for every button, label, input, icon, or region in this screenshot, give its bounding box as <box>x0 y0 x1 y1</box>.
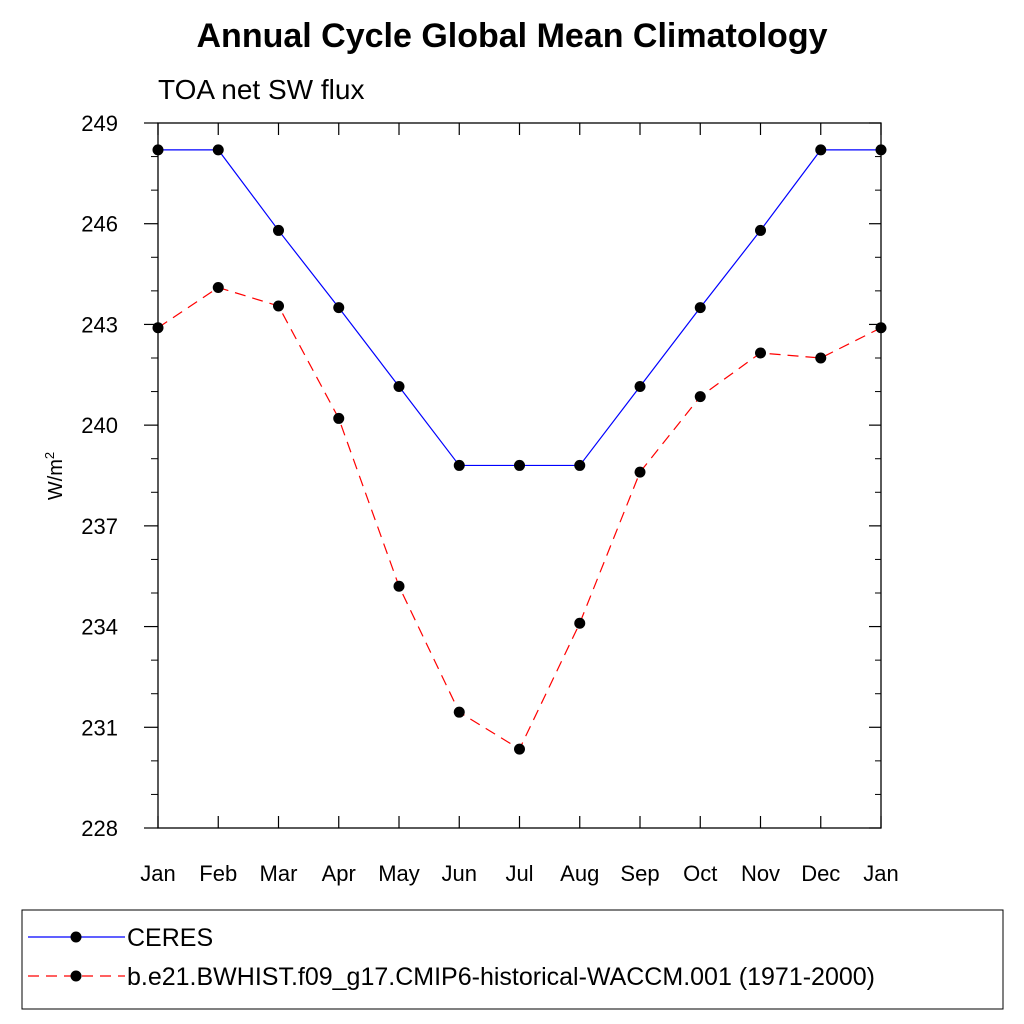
series-1-point <box>755 347 766 359</box>
series-1-point <box>634 466 646 478</box>
x-tick-label: Aug <box>560 861 599 886</box>
y-tick-label: 249 <box>81 111 118 136</box>
chart-title: Annual Cycle Global Mean Climatology <box>197 17 828 55</box>
series-1-point <box>273 300 284 312</box>
series-0-point <box>152 144 164 156</box>
series-1-point <box>393 580 405 592</box>
series-0-point <box>634 381 646 393</box>
plot-area <box>144 122 887 829</box>
y-axis-label: W/m2 <box>42 452 67 500</box>
series-line-1 <box>157 286 882 750</box>
y-tick-label: 240 <box>81 413 118 438</box>
series-0-point <box>393 381 405 393</box>
x-tick-label: Jan <box>140 861 175 886</box>
legend-marker-1 <box>70 970 82 982</box>
series-1-point <box>574 617 586 629</box>
series-0-point <box>453 459 465 471</box>
x-tick-label: May <box>378 861 420 886</box>
series-1-point <box>514 743 525 755</box>
x-tick-label: Mar <box>260 861 298 886</box>
x-tick-label: Oct <box>683 861 717 886</box>
series-1-point <box>694 391 706 403</box>
series-1-point <box>152 322 164 334</box>
y-tick-label: 234 <box>81 615 118 640</box>
series-layer <box>152 144 887 755</box>
x-tick-label: Jan <box>863 861 898 886</box>
series-0-point <box>875 144 887 156</box>
series-0-point <box>574 459 586 471</box>
y-axis-label-superscript: 2 <box>42 452 57 459</box>
x-tick-label: Dec <box>801 861 840 886</box>
series-1-point <box>815 352 827 364</box>
legend-box <box>21 909 1004 1010</box>
series-1-point <box>212 282 224 293</box>
x-tick-label: Nov <box>741 861 780 886</box>
y-axis-label-base: W/m <box>45 459 67 500</box>
series-line-0 <box>158 149 881 467</box>
x-tick-label: Apr <box>322 861 356 886</box>
y-tick-label: 246 <box>81 212 118 237</box>
legend-label-0: CERES <box>127 924 213 952</box>
y-axis-labels: 228 231 234 237 240 243 246 249 <box>81 111 118 841</box>
x-tick-label: Jul <box>505 861 533 886</box>
y-tick-label: 228 <box>81 816 118 841</box>
series-1-point <box>333 412 345 424</box>
series-0-point <box>815 144 827 156</box>
series-0-point <box>694 302 706 314</box>
x-axis-labels: Jan Feb Mar Apr May Jun Jul Aug Sep Oct Nov Dec Jan <box>140 861 898 886</box>
series-1-point <box>875 322 887 334</box>
legend-marker-0 <box>70 931 82 943</box>
x-tick-label: Sep <box>620 861 659 886</box>
series-1-point <box>453 706 465 718</box>
y-tick-label: 243 <box>81 312 118 337</box>
legend-label-1: b.e21.BWHIST.f09_g17.CMIP6-historical-WA… <box>127 963 875 991</box>
legend-items: CERES b.e21.BWHIST.f09_g17.CMIP6-historic… <box>28 924 875 991</box>
y-tick-label: 231 <box>81 715 118 740</box>
axis-ticks <box>144 122 882 829</box>
x-tick-label: Feb <box>199 861 237 886</box>
series-0-point <box>755 224 766 236</box>
series-0-point <box>333 302 345 314</box>
series-0-point <box>273 224 284 236</box>
series-0-point <box>514 459 525 471</box>
x-tick-label: Jun <box>442 861 477 886</box>
legend: CERES b.e21.BWHIST.f09_g17.CMIP6-historic… <box>21 909 1004 1010</box>
plot-frame <box>157 122 882 829</box>
y-tick-label: 237 <box>81 514 118 539</box>
chart-subtitle: TOA net SW flux <box>158 74 364 105</box>
series-0-point <box>212 144 224 156</box>
